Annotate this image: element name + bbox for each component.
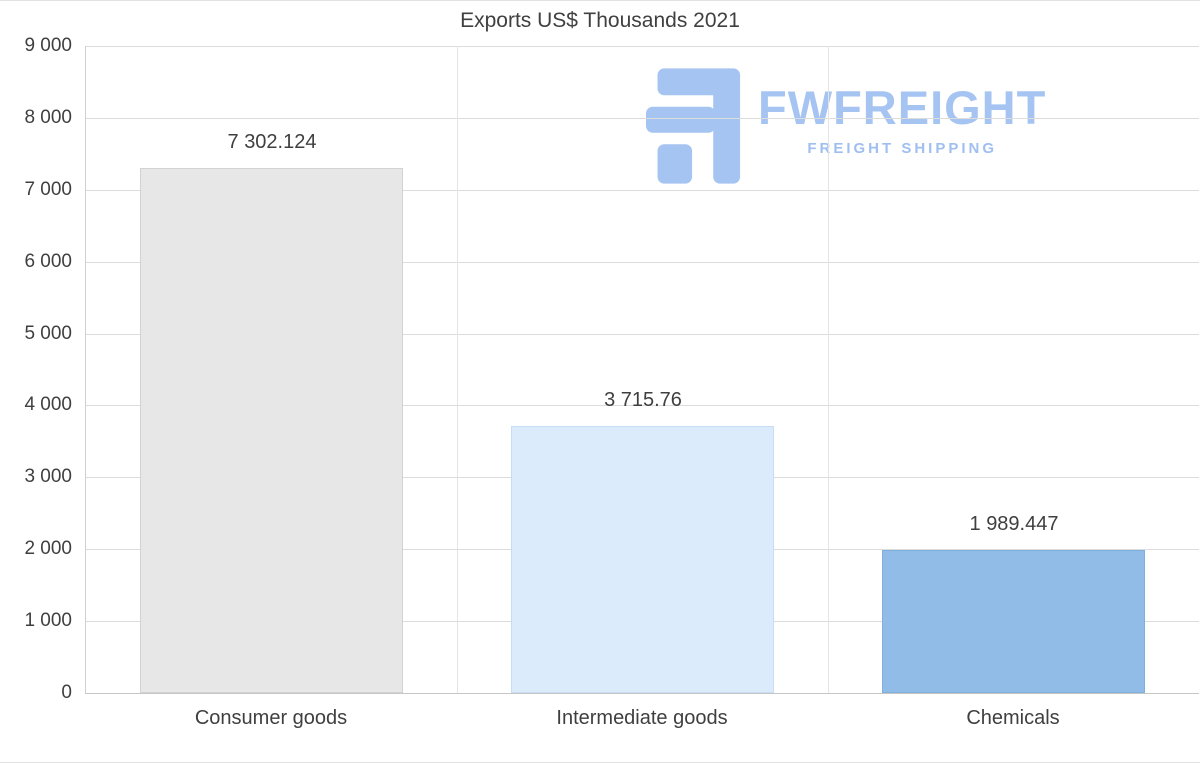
y-tick-label: 1 000: [24, 610, 72, 631]
y-tick-label: 3 000: [24, 466, 72, 487]
chart-title: Exports US$ Thousands 2021: [460, 9, 740, 32]
fwfreight-logo-icon: [646, 68, 741, 184]
plot-area: FWFREIGHT FREIGHT SHIPPING 7 302.124 3 71…: [85, 46, 1199, 694]
brand-text-block: FWFREIGHT FREIGHT SHIPPING: [758, 68, 1046, 157]
gridline-horizontal: [86, 262, 1199, 263]
bar-intermediate-goods: [511, 426, 774, 693]
x-category-label: Chemicals: [966, 707, 1060, 729]
bar-value-label: 1 989.447: [969, 513, 1059, 535]
brand-tagline: FREIGHT SHIPPING: [807, 140, 998, 157]
y-axis: 9 000 8 000 7 000 6 000 5 000 4 000 3 000 2 000…: [0, 35, 78, 703]
bar-consumer-goods: [140, 168, 403, 693]
bar-value-label: 7 302.124: [227, 131, 317, 153]
gridline-horizontal: [86, 405, 1199, 406]
y-tick-label: 4 000: [24, 394, 72, 415]
y-tick-label: 2 000: [24, 538, 72, 559]
gridline-horizontal: [86, 190, 1199, 191]
y-tick-label: 6 000: [24, 251, 72, 272]
bar-chemicals: [882, 550, 1145, 693]
gridline-vertical: [457, 46, 458, 693]
gridline-vertical: [828, 46, 829, 693]
y-tick-label: 8 000: [24, 107, 72, 128]
y-tick-label: 7 000: [24, 179, 72, 200]
gridline-horizontal: [86, 334, 1199, 335]
y-tick-label: 9 000: [24, 35, 72, 56]
brand-watermark: FWFREIGHT FREIGHT SHIPPING: [646, 68, 1046, 184]
x-category-label: Consumer goods: [194, 707, 348, 729]
gridline-horizontal: [86, 46, 1199, 47]
brand-name: FWFREIGHT: [758, 81, 1047, 134]
x-axis-labels: Consumer goods Intermediate goods Chemical…: [85, 701, 1198, 741]
x-category-label: Intermediate goods: [556, 707, 728, 729]
gridline-horizontal: [86, 118, 1199, 119]
bar-value-label: 3 715.76: [604, 389, 682, 411]
y-tick-label: 5 000: [24, 323, 72, 344]
y-tick-label: 0: [61, 682, 72, 703]
